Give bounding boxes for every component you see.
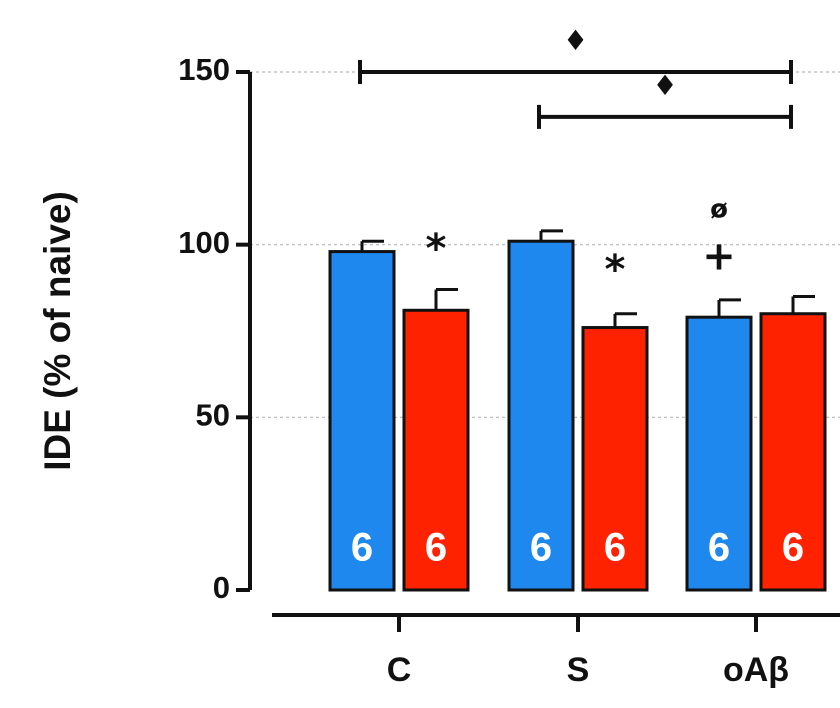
bar — [581, 326, 649, 592]
axes — [248, 72, 840, 617]
y-ticks: 0 50 100 150 — [178, 52, 250, 605]
annotations: * * + ø — [426, 195, 736, 293]
y-axis-title: IDE (% of naive) — [37, 191, 78, 471]
bar — [402, 308, 470, 592]
bar — [759, 312, 827, 592]
bar-n-label: 6 — [782, 526, 804, 570]
bar-n-label: 6 — [425, 526, 447, 570]
x-category-label: oAβ — [723, 651, 789, 689]
bar — [328, 250, 396, 592]
y-tick-label: 150 — [178, 52, 230, 87]
y-tick-label: 0 — [213, 570, 230, 605]
bar-n-label: 6 — [530, 526, 552, 570]
y-tick-label: 50 — [196, 398, 230, 433]
bar — [685, 315, 753, 592]
bar-n-label: 6 — [708, 526, 730, 570]
bar-n-label: 6 — [351, 526, 373, 570]
bar — [507, 239, 575, 592]
bars: 6 6 6 6 6 6 — [328, 229, 827, 592]
significance-brackets: ♦♦ — [358, 24, 793, 129]
bar-n-label: 6 — [604, 526, 626, 570]
significance-marker: * — [605, 247, 626, 293]
significance-marker: ø — [710, 195, 728, 225]
significance-marker: * — [426, 226, 447, 272]
y-tick-label: 100 — [178, 225, 230, 260]
bracket-symbol: ♦ — [652, 69, 677, 102]
x-category-label: C — [387, 651, 412, 689]
bracket-symbol: ♦ — [563, 24, 588, 57]
x-category-label: S — [567, 651, 590, 689]
significance-marker: + — [702, 233, 736, 279]
